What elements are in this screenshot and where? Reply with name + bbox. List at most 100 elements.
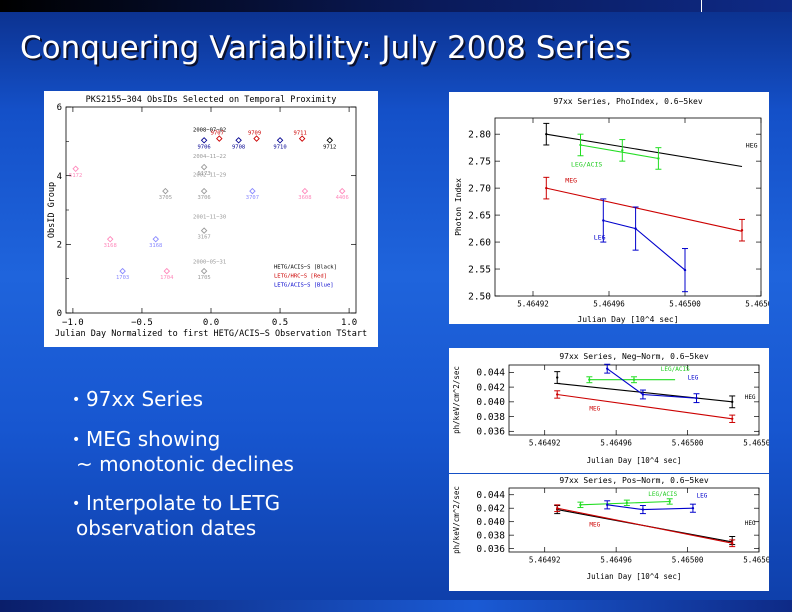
photon-index-chart-panel: 5.46492 5.46496 5.46500 5.46504 2.50 2.55 2.60… [449,92,769,324]
legend-entry: LETG/HRC−S [Red] [274,273,327,279]
bullet-item: • MEG showing ~ monotonic declines [72,427,294,476]
legend-entry: LETG/ACIS−S [Blue] [274,282,334,288]
series-label: HEG [745,520,756,527]
data-point [641,393,645,396]
y-tick-label: 0.044 [476,490,505,501]
group-date-label: 2000−05−31 [193,260,226,266]
chart-title: 97xx Series, PhoIndex, 0.6−5kev [553,97,702,106]
series-line-leg-acis [580,500,670,506]
data-point [606,503,609,507]
data-point [588,378,591,381]
obsid-label: 1703 [116,275,129,281]
data-point [641,508,645,511]
obsid-marker [200,187,208,195]
x-tick-label: 0.0 [203,318,219,328]
data-point [579,503,582,507]
data-point [545,186,548,190]
series-label: MEG [589,521,600,528]
y-tick-label: 2.70 [468,183,491,194]
y-tick-label: 0.044 [476,368,505,379]
y-tick-label: 0.038 [476,412,505,423]
y-tick-label: 0.040 [476,397,505,408]
obsid-marker [235,137,242,144]
y-tick-label: 2.80 [468,130,491,141]
data-point [695,396,698,400]
data-point [657,157,660,160]
obsid-label: 4406 [336,195,349,201]
obsid-marker [200,163,208,171]
data-point [668,500,671,503]
obsid-label: 3705 [159,195,172,201]
obsid-marker [326,137,333,144]
group-date-label: 2004−11−22 [193,154,226,160]
bullet-dot-icon: • [72,496,81,512]
series-line-leg [603,219,686,271]
data-point [632,378,636,381]
series-line-leg [607,504,693,511]
obsid-label: 3168 [149,243,162,249]
data-point [731,400,734,404]
y-tick-label: 2.55 [468,264,491,275]
series-label: LEG [688,375,699,382]
pos-norm-chart-panel: 5.46492 5.46496 5.46500 5.46504 0.036 0.038 0.… [449,474,769,591]
y-tick-label: 0.040 [476,517,505,528]
data-point [602,219,605,222]
obsid-label: 5173 [197,171,210,177]
series-label: LEG/ACIS [661,366,690,373]
obsid-label: 5172 [69,173,82,179]
series-label: HEG [746,142,758,150]
y-axis-label: ObsID Group [47,182,57,238]
chart-title: 97xx Series, Pos−Norm, 0.6−5kev [559,476,708,485]
obsid-marker [72,165,79,173]
series-line-meg [546,187,743,232]
series-label: LEG/ACIS [648,491,677,498]
data-point [634,227,637,230]
plot-frame [508,487,760,553]
x-tick-label: 5.46496 [593,300,625,309]
series-line-meg [557,393,733,420]
series-line-heg [557,382,733,403]
chart-title: 97xx Series, Neg−Norm, 0.6−5kev [559,352,708,361]
group-date-label: 2008−07−02 [193,128,226,134]
data-point [621,149,624,152]
bullet-list: • 97xx Series • MEG showing ~ monotonic dec… [72,387,294,555]
y-tick-label: 0.042 [476,504,505,515]
obsid-label: 3608 [298,195,311,201]
chart-title: PKS2155−304 ObsIDs Selected on Temporal … [86,95,337,105]
obsid-label: 3167 [197,235,210,241]
bullet-dot-icon: • [72,392,81,408]
obsid-label: 1704 [160,275,174,281]
y-axis-label: Photon Index [454,178,463,236]
x-tick-label: 5.46504 [745,300,769,309]
bullet-item: • Interpolate to LETG observation dates [72,491,294,540]
x-axis-label: Julian Day [10^4 sec] [587,456,682,465]
obsid-label: 9709 [248,131,261,137]
obsid-marker [163,267,171,275]
bullet-text-continuation: ~ monotonic declines [76,452,294,476]
bullet-text: MEG showing [86,427,221,451]
x-axis-label: Julian Day Normalized to first HETG/ACIS… [55,329,367,339]
x-tick-label: 5.46496 [600,439,632,448]
series-line-leg-acis [580,144,659,160]
x-tick-label: 0.5 [272,318,288,328]
photon-index-chart: 5.46492 5.46496 5.46500 5.46504 2.50 2.55 2.60… [454,97,769,324]
data-point [545,132,548,136]
obsid-marker [119,267,126,275]
top-band [0,0,792,12]
series-label: MEG [589,406,600,413]
y-axis-label: ph/keV/cm^2/sec [452,366,461,434]
neg-norm-chart: 5.46492 5.46496 5.46500 5.46504 0.036 0.038 0.… [452,352,769,465]
obsid-group-chart: −1.0 −0.5 0.0 0.5 1.0 0 2 4 6 PKS2155−304 ObsIDs … [47,95,367,339]
data-point [606,367,609,370]
obsid-marker [301,187,309,195]
x-tick-label: 5.46500 [672,556,704,565]
x-tick-label: 5.46500 [672,439,704,448]
legend-entry: HETG/ACIS−S [Black] [274,264,337,270]
obsid-marker [216,135,223,142]
obsid-marker [162,187,169,195]
slide-title: Conquering Variability: July 2008 Series [20,30,632,66]
y-tick-label: 0.036 [476,544,505,555]
obsid-label: 9706 [197,144,210,150]
obsid-marker [253,135,260,142]
y-tick-label: 2.60 [468,237,491,248]
